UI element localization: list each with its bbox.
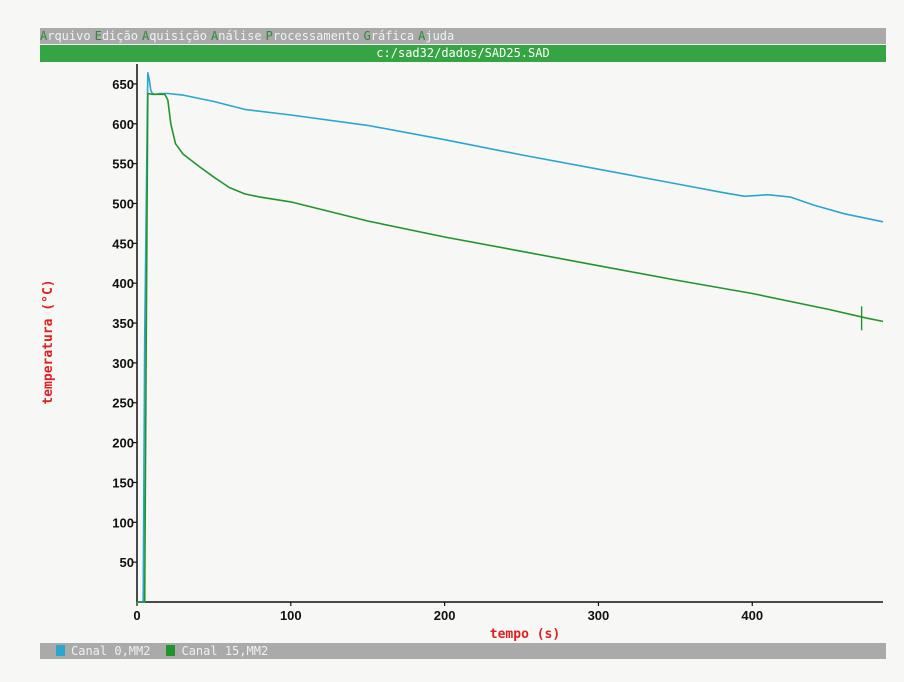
x-axis-label: tempo (s) [490,627,560,642]
menu-item-2[interactable]: Aquisição [142,28,207,44]
x-tick-label: 200 [434,608,456,623]
menu-item-4[interactable]: Processamento [266,28,360,44]
menu-item-1[interactable]: Edição [95,28,138,44]
y-tick-label: 500 [112,196,134,211]
menu-item-hotkey: P [265,29,273,43]
menu-item-hotkey: G [363,29,371,43]
legend-item-1[interactable]: Canal 15,MM2 [166,643,268,659]
y-tick-label: 250 [112,396,134,411]
y-tick-label: 150 [112,475,134,490]
window-title-bar: c:/sad32/dados/SAD25.SAD [40,45,886,62]
menu-bar: Arquivo Edição Aquisição Análise Processamen… [40,28,886,44]
y-tick-label: 50 [120,555,134,570]
y-tick-label: 400 [112,276,134,291]
legend-label: Canal 0,MM2 [71,644,151,658]
menu-item-label: juda [425,29,455,43]
menu-item-label: rquivo [47,29,91,43]
menu-item-0[interactable]: Arquivo [40,28,91,44]
x-tick-label: 400 [741,608,763,623]
legend-swatch [56,645,65,656]
menu-item-label: quisição [149,29,207,43]
y-axis-label: temperatura (°C) [41,279,56,404]
legend-bar: Canal 0,MM2 Canal 15,MM2 [40,643,886,659]
y-tick-label: 600 [112,117,134,132]
menu-item-3[interactable]: Análise [211,28,262,44]
series-line-1 [137,92,884,603]
menu-item-5[interactable]: Gráfica [364,28,415,44]
y-tick-label: 100 [112,515,134,530]
y-tick-label: 450 [112,236,134,251]
legend-label: Canal 15,MM2 [181,644,269,658]
menu-item-label: nálise [218,29,262,43]
y-tick-label: 550 [112,157,134,172]
menu-item-hotkey: A [418,29,426,43]
series-line-0 [137,72,884,603]
y-tick-label: 300 [112,356,134,371]
menu-item-6[interactable]: Ajuda [418,28,454,44]
y-tick-label: 200 [112,436,134,451]
legend-item-0[interactable]: Canal 0,MM2 [56,643,150,659]
y-tick-label: 650 [112,77,134,92]
x-tick-label: 300 [588,608,610,623]
x-tick-label: 0 [133,608,140,623]
menu-item-label: rocessamento [272,29,360,43]
x-tick-label: 100 [280,608,302,623]
menu-item-hotkey: A [141,29,150,43]
legend-swatch [166,645,176,656]
menu-item-hotkey: A [210,29,219,43]
menu-item-hotkey: E [94,29,102,43]
menu-item-label: ráfica [370,29,415,43]
file-path-title: c:/sad32/dados/SAD25.SAD [376,46,550,60]
y-tick-label: 350 [112,316,134,331]
menu-item-label: dição [101,29,138,43]
menu-item-hotkey: A [40,29,48,43]
